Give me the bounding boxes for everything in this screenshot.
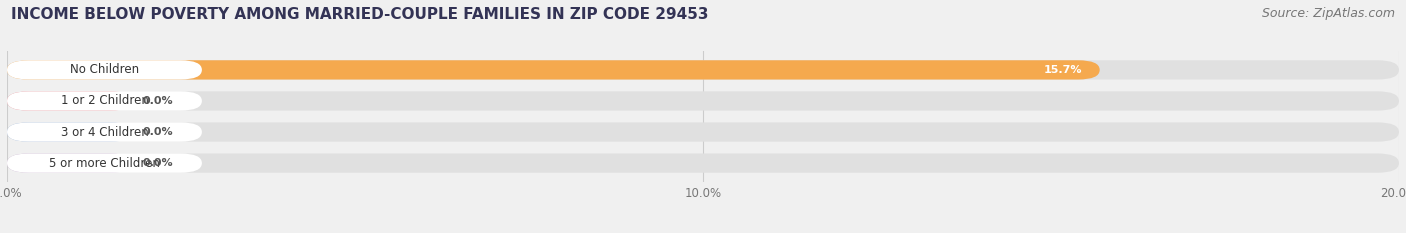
FancyBboxPatch shape [7, 122, 1399, 142]
FancyBboxPatch shape [7, 122, 132, 142]
Text: No Children: No Children [70, 63, 139, 76]
FancyBboxPatch shape [7, 91, 132, 111]
Text: INCOME BELOW POVERTY AMONG MARRIED-COUPLE FAMILIES IN ZIP CODE 29453: INCOME BELOW POVERTY AMONG MARRIED-COUPL… [11, 7, 709, 22]
FancyBboxPatch shape [7, 122, 202, 142]
Text: 1 or 2 Children: 1 or 2 Children [60, 94, 149, 107]
Text: 0.0%: 0.0% [143, 127, 173, 137]
Text: 0.0%: 0.0% [143, 96, 173, 106]
FancyBboxPatch shape [7, 91, 1399, 111]
FancyBboxPatch shape [7, 60, 1399, 79]
Text: Source: ZipAtlas.com: Source: ZipAtlas.com [1261, 7, 1395, 20]
FancyBboxPatch shape [7, 60, 202, 79]
Text: 15.7%: 15.7% [1043, 65, 1083, 75]
FancyBboxPatch shape [7, 154, 132, 173]
Text: 3 or 4 Children: 3 or 4 Children [60, 126, 149, 139]
Text: 0.0%: 0.0% [143, 158, 173, 168]
FancyBboxPatch shape [7, 154, 1399, 173]
FancyBboxPatch shape [7, 91, 202, 111]
FancyBboxPatch shape [7, 154, 202, 173]
Text: 5 or more Children: 5 or more Children [49, 157, 160, 170]
FancyBboxPatch shape [7, 60, 1099, 79]
